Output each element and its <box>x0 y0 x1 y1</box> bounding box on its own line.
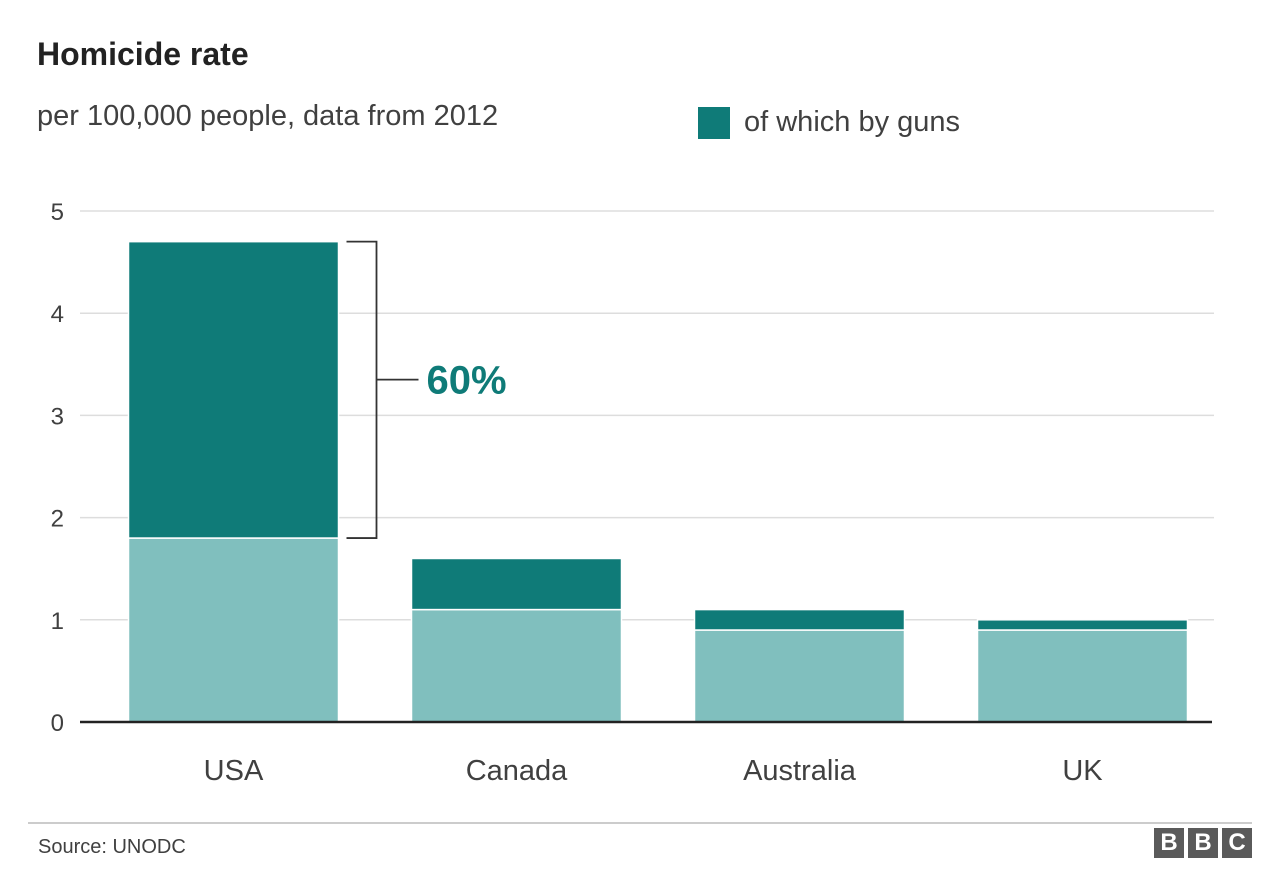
chart-title: Homicide rate <box>37 36 249 72</box>
y-tick-label: 4 <box>51 301 64 328</box>
y-tick-label: 2 <box>51 506 64 533</box>
bar-segment-guns <box>127 240 340 539</box>
x-category-label: Canada <box>466 755 568 787</box>
y-tick-label: 1 <box>51 608 64 635</box>
x-category-label: UK <box>1062 755 1103 787</box>
bbc-logo-letter: B <box>1154 828 1184 858</box>
legend-label-guns: of which by guns <box>744 106 961 138</box>
bar-segment-other <box>410 608 623 723</box>
legend-swatch-guns <box>698 106 730 139</box>
annotation-bracket <box>346 240 419 539</box>
footer-divider <box>28 822 1252 824</box>
bar-segment-other <box>976 629 1189 723</box>
y-tick-label: 5 <box>51 199 64 226</box>
bbc-logo-letter: C <box>1222 828 1252 858</box>
bar-segment-other <box>127 537 340 723</box>
bar-segment-guns <box>976 619 1189 631</box>
source-note: Source: UNODC <box>38 836 186 858</box>
chart-subtitle: per 100,000 people, data from 2012 <box>37 100 499 132</box>
y-tick-label: 0 <box>51 710 64 737</box>
bar-segment-guns <box>693 608 906 631</box>
bbc-logo-letter: B <box>1188 828 1218 858</box>
annotation: 60% <box>346 240 507 539</box>
y-axis-ticks: 0 1 2 3 4 5 <box>51 199 64 737</box>
bar-segment-other <box>693 629 906 723</box>
bar-chart: 0 1 2 3 4 5 USA Canada Australia UK 60% <box>51 199 1214 787</box>
x-category-label: Australia <box>743 755 857 787</box>
x-category-label: USA <box>204 755 264 787</box>
y-tick-label: 3 <box>51 403 64 430</box>
annotation-label: 60% <box>427 359 507 403</box>
bbc-logo: B B C <box>1154 828 1252 858</box>
bar-segment-guns <box>410 557 623 611</box>
bars <box>127 240 1189 723</box>
legend: of which by guns <box>698 106 960 139</box>
x-axis-categories: USA Canada Australia UK <box>204 755 1104 787</box>
